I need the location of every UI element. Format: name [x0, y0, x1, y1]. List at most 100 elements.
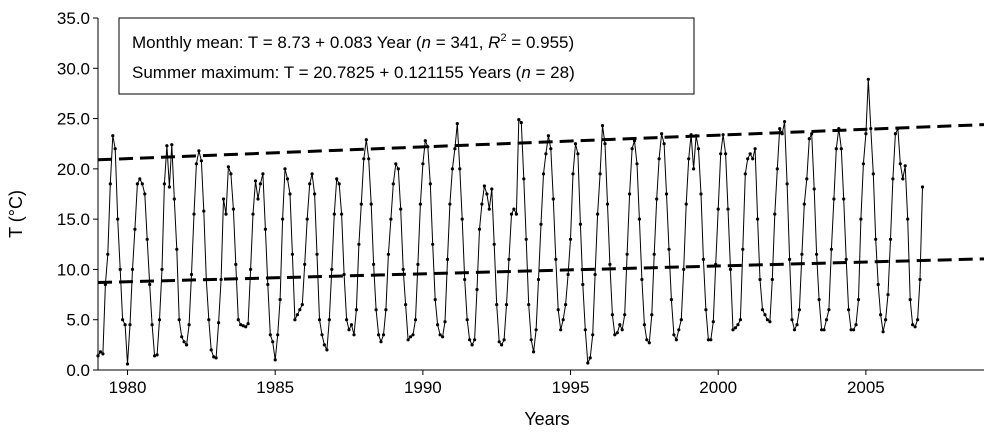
y-axis-title: T (°C): [6, 190, 26, 238]
data-point: [874, 237, 878, 241]
data-point: [539, 222, 543, 226]
data-point: [167, 185, 171, 189]
data-point: [822, 328, 826, 332]
data-point: [783, 120, 787, 124]
data-point: [871, 172, 875, 176]
data-point: [608, 262, 612, 266]
data-point: [645, 338, 649, 342]
data-point: [475, 287, 479, 292]
y-tick-label: 15.0: [57, 210, 90, 229]
data-point: [807, 137, 811, 141]
data-point: [367, 157, 371, 161]
data-point: [849, 328, 853, 332]
data-point: [345, 318, 349, 322]
data-point: [839, 147, 843, 151]
data-point: [140, 182, 144, 186]
data-point: [623, 313, 627, 317]
data-point: [160, 267, 164, 271]
data-point: [719, 152, 723, 156]
data-point: [273, 358, 277, 362]
data-point: [320, 333, 324, 337]
data-point: [536, 277, 541, 282]
data-point: [303, 262, 307, 266]
data-point: [790, 318, 794, 322]
data-point: [229, 172, 233, 176]
data-point: [876, 282, 880, 287]
data-point: [207, 318, 211, 322]
data-point: [724, 152, 728, 156]
data-point: [884, 318, 888, 322]
data-point: [337, 182, 341, 186]
data-point: [347, 328, 351, 332]
data-point: [844, 257, 848, 261]
data-point: [605, 202, 610, 206]
data-point: [733, 326, 738, 330]
trend-lines: [97, 123, 984, 285]
data-point: [165, 144, 169, 148]
data-point: [285, 177, 290, 181]
data-point: [815, 252, 819, 256]
data-point: [743, 172, 747, 176]
data-point: [546, 134, 551, 138]
data-point: [586, 361, 590, 365]
data-point: [706, 338, 711, 342]
data-point: [118, 267, 122, 271]
data-point: [832, 197, 836, 201]
data-point: [428, 182, 432, 186]
data-point: [564, 303, 568, 307]
data-point: [618, 323, 622, 327]
data-point: [891, 177, 895, 181]
data-point: [300, 303, 304, 307]
data-point: [315, 252, 319, 256]
data-point: [532, 350, 536, 354]
data-point: [869, 127, 873, 131]
data-point: [566, 272, 570, 277]
data-point: [672, 333, 676, 337]
data-point: [172, 197, 176, 201]
data-point: [485, 192, 489, 196]
data-point: [322, 343, 326, 347]
data-point: [465, 318, 469, 322]
data-point: [709, 338, 713, 342]
y-axis-tick-labels: 0.0 5.0 10.0 15.0 20.0 25.0 30.0 35.0: [57, 9, 90, 380]
data-point: [911, 323, 915, 327]
data-point: [770, 277, 774, 282]
x-tick-label: 1995: [552, 378, 590, 397]
data-point: [411, 333, 415, 337]
data-point: [527, 303, 531, 307]
data-point: [401, 267, 405, 271]
data-point: [278, 298, 282, 302]
data-point: [271, 340, 275, 344]
data-point: [460, 217, 464, 221]
data-point: [920, 185, 925, 189]
data-point: [721, 133, 725, 137]
data-point: [613, 333, 617, 337]
y-tick-label: 20.0: [57, 160, 90, 179]
data-point: [660, 132, 664, 136]
data-point: [298, 308, 302, 312]
data-point: [325, 348, 329, 352]
x-axis-tick-labels: 1980 1985 1990 1995 2000 2005: [109, 378, 885, 397]
x-tick-label: 2005: [847, 378, 885, 397]
trend-line: [97, 257, 984, 285]
data-point: [231, 207, 235, 211]
data-point: [640, 277, 644, 282]
data-point: [588, 356, 592, 360]
data-point: [448, 202, 452, 206]
data-point: [288, 192, 292, 196]
data-point: [561, 318, 565, 322]
data-point: [256, 197, 260, 201]
data-point: [116, 217, 120, 221]
data-point: [541, 172, 546, 176]
data-point: [330, 267, 334, 271]
data-point: [463, 277, 467, 282]
data-point: [253, 179, 258, 183]
data-point: [480, 202, 484, 206]
y-tick-label: 30.0: [57, 59, 90, 78]
data-point: [98, 350, 103, 354]
data-point: [827, 308, 831, 312]
data-point: [138, 177, 142, 181]
data-point: [854, 323, 858, 327]
data-point: [283, 167, 287, 171]
